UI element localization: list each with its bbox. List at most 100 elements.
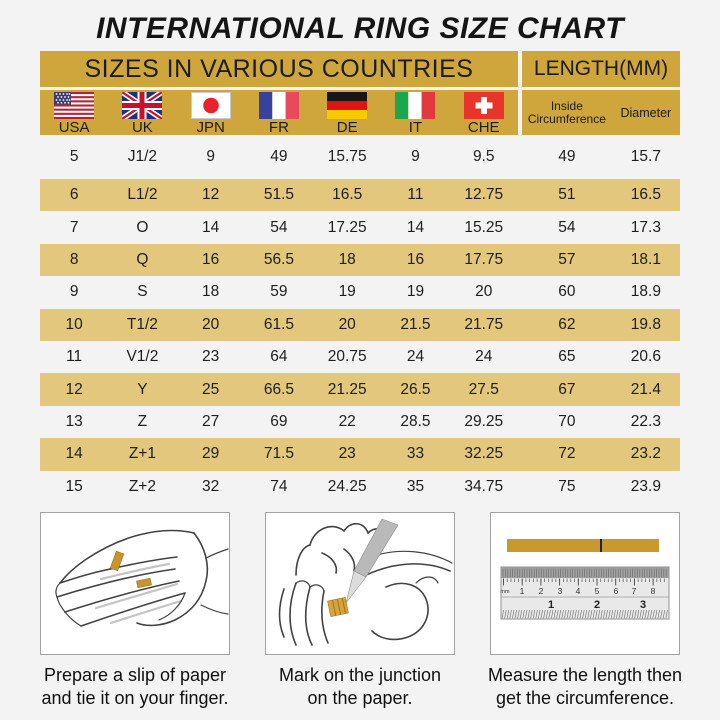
table-cell: 24 [406,348,425,366]
table-cell: 8 [69,250,79,268]
table-cell: T1/2 [126,315,158,333]
country-label: DE [336,119,358,136]
table-cell: 15.25 [464,218,504,236]
illustration-box [265,512,455,655]
instruction-caption: Measure the length then get the circumfe… [488,664,682,710]
country-column-che: CHE [450,90,518,136]
ruler-inch-number: 2 [594,599,600,611]
table-cell: 11 [407,186,424,204]
table-row: 8 Q 16 56.5 18 16 17.75 57 18.1 [40,243,680,277]
table-cell: 64 [270,348,288,366]
paper-slip-marks [109,550,152,589]
table-cell: 56.5 [263,250,295,268]
table-cell: 9 [206,148,215,165]
table-cell: 22.3 [630,412,661,430]
table-cell: 67 [558,380,576,398]
ruler-cm-number: 5 [595,586,600,596]
table-cell: 9 [411,148,420,165]
table-cell: 35 [406,477,425,495]
country-column-fr: FR [245,90,313,136]
table-row: 7 O 14 54 17.25 14 15.25 54 17.3 [40,211,680,243]
table-cell: 20 [475,283,493,301]
table-cell: 69 [270,412,288,430]
paper-strip [507,539,659,552]
table-cell: 24 [475,348,493,366]
table-cell: 15.75 [327,148,367,165]
table-cell: 72 [558,445,576,463]
table-cell: 25 [202,380,220,398]
table-cell: 66.5 [263,380,295,398]
table-cell: Z+1 [128,445,156,463]
table-cell: 61.5 [263,315,295,333]
table-row: 5 J1/2 9 49 15.75 9 9.5 49 15.7 [40,135,680,179]
ruler-unit-label: mm [500,589,510,595]
table-cell: 74 [270,477,288,495]
table-cell: 28.5 [400,412,431,430]
pen-tip [345,570,367,604]
table-cell: 21.25 [327,380,367,398]
uk-flag-icon [122,92,163,119]
table-cell: 23 [338,445,356,463]
table-cell: 17.75 [464,250,504,268]
hand-with-paper-slip-illustration [55,529,229,627]
table-cell: 33 [406,445,425,463]
table-cell: 29 [202,445,220,463]
table-cell: 24.25 [327,477,367,495]
illustration-box [40,512,230,655]
table-cell: 20.75 [327,348,367,366]
table-cell: 10 [65,315,83,333]
table-cell: 18.1 [630,250,661,268]
table-row: 14 Z+1 29 71.5 23 33 32.25 72 23.2 [40,438,680,471]
table-cell: 16.5 [630,186,661,204]
inside-circumference-line2: Circumference [527,112,606,126]
table-cell: Y [137,380,148,398]
table-cell: J1/2 [127,148,158,165]
illustration-box: mm 1 2 3 4 5 6 7 8 1 2 3 [490,512,680,655]
ruler-cm-number: 6 [614,586,619,596]
diameter-header: Diameter [612,90,680,136]
table-cell: 23.2 [630,445,661,463]
table-cell: 18 [338,250,356,268]
table-cell: 32.25 [464,445,504,463]
table-header: SIZES IN VARIOUS COUNTRIES LENGTH(MM) [40,51,680,87]
table-cell: Z+2 [128,477,156,495]
table-cell: 9 [69,283,79,301]
table-cell: 17.25 [327,218,367,236]
table-cell: 51.5 [263,186,295,204]
table-cell: 49 [270,148,288,165]
table-cell: 23.9 [630,477,661,495]
ruler-inch-number: 3 [640,599,646,611]
table-cell: 32 [202,477,220,495]
table-cell: 22 [338,412,356,430]
table-cell: V1/2 [126,348,159,366]
table-row: 13 Z 27 69 22 28.5 29.25 70 22.3 [40,406,680,438]
country-label: CHE [467,119,500,136]
caption-line: Prepare a slip of paper [43,665,227,685]
flag-row: USA UK JPN [40,90,680,136]
table-cell: 14 [65,445,83,463]
table-cell: 18.9 [630,283,661,301]
table-cell: 20.6 [630,348,661,366]
table-cell: 27 [202,412,220,430]
table-row: 6 L1/2 12 51.5 16.5 11 12.75 51 16.5 [40,179,680,212]
table-cell: 11 [66,348,83,366]
caption-line: on the paper. [307,688,413,708]
pen-marking-junction-illustration [278,518,453,646]
table-cell: 14 [202,218,220,236]
table-cell: 21.4 [630,380,661,398]
table-cell: 7 [69,218,79,236]
table-cell: 19 [338,283,356,301]
italy-flag-icon [395,92,436,119]
table-cell: 16 [202,250,220,268]
instruction-caption: Prepare a slip of paper and tie it on yo… [40,664,230,710]
table-cell: 51 [558,186,576,204]
table-cell: Z [137,412,148,430]
table-cell: 12 [202,186,220,204]
country-label: UK [131,119,153,136]
instruction-step-3: mm 1 2 3 4 5 6 7 8 1 2 3 [488,512,682,710]
header-separator [40,87,680,90]
usa-flag-icon [54,92,95,119]
table-cell: 16.5 [332,186,363,204]
ruler-cm-number: 8 [651,586,656,596]
